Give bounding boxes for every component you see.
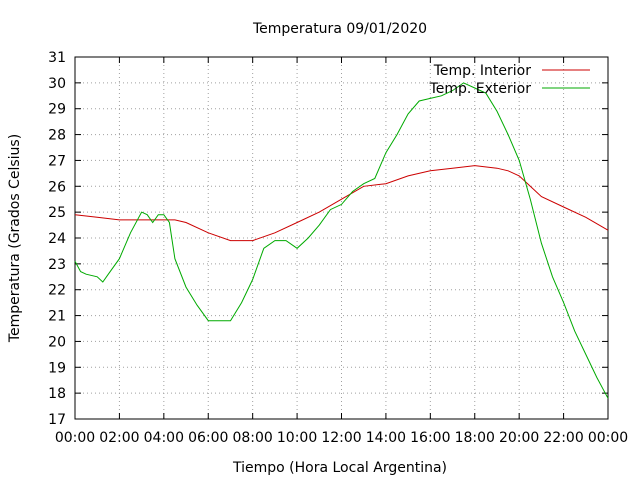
x-tick-label: 00:00 xyxy=(55,430,95,446)
x-tick-label: 12:00 xyxy=(321,430,361,446)
y-tick-label: 31 xyxy=(48,50,66,66)
x-tick-label: 00:00 xyxy=(588,430,628,446)
series-layer xyxy=(74,82,609,399)
x-axis-ticks: 00:00 02:00 04:00 06:00 08:00 10:00 12:00 14:00… xyxy=(55,57,628,446)
x-tick-label: 08:00 xyxy=(232,430,272,446)
x-tick-label: 02:00 xyxy=(99,430,139,446)
y-tick-label: 26 xyxy=(48,179,66,195)
legend: Temp. Interior Temp. Exterior xyxy=(429,63,590,97)
y-tick-label: 20 xyxy=(48,334,66,350)
x-axis-title: Tiempo (Hora Local Argentina) xyxy=(232,460,447,476)
y-tick-label: 18 xyxy=(48,386,66,402)
y-tick-label: 30 xyxy=(48,76,66,92)
y-tick-label: 17 xyxy=(48,412,66,428)
x-tick-label: 20:00 xyxy=(499,430,539,446)
y-axis-ticks: 17 18 19 20 21 22 23 24 25 26 27 28 29 30 31 xyxy=(48,50,608,428)
x-tick-label: 10:00 xyxy=(277,430,317,446)
series-line-temp-exterior xyxy=(74,82,609,399)
y-tick-label: 27 xyxy=(48,153,66,169)
legend-label-temp-interior: Temp. Interior xyxy=(433,63,532,79)
legend-label-temp-exterior: Temp. Exterior xyxy=(429,81,532,97)
y-tick-label: 19 xyxy=(48,360,66,376)
y-tick-label: 22 xyxy=(48,283,66,299)
x-tick-label: 04:00 xyxy=(144,430,184,446)
x-tick-label: 06:00 xyxy=(188,430,228,446)
chart-title: Temperatura 09/01/2020 xyxy=(252,21,427,37)
y-tick-label: 29 xyxy=(48,102,66,118)
y-tick-label: 23 xyxy=(48,257,66,273)
gridlines xyxy=(75,57,608,419)
x-tick-label: 14:00 xyxy=(366,430,406,446)
x-tick-label: 22:00 xyxy=(543,430,583,446)
x-tick-label: 16:00 xyxy=(410,430,450,446)
y-tick-label: 21 xyxy=(48,309,66,325)
x-tick-label: 18:00 xyxy=(455,430,495,446)
y-tick-label: 25 xyxy=(48,205,66,221)
y-axis-title: Temperatura (Grados Celsius) xyxy=(7,134,23,343)
y-tick-label: 24 xyxy=(48,231,66,247)
y-tick-label: 28 xyxy=(48,128,66,144)
